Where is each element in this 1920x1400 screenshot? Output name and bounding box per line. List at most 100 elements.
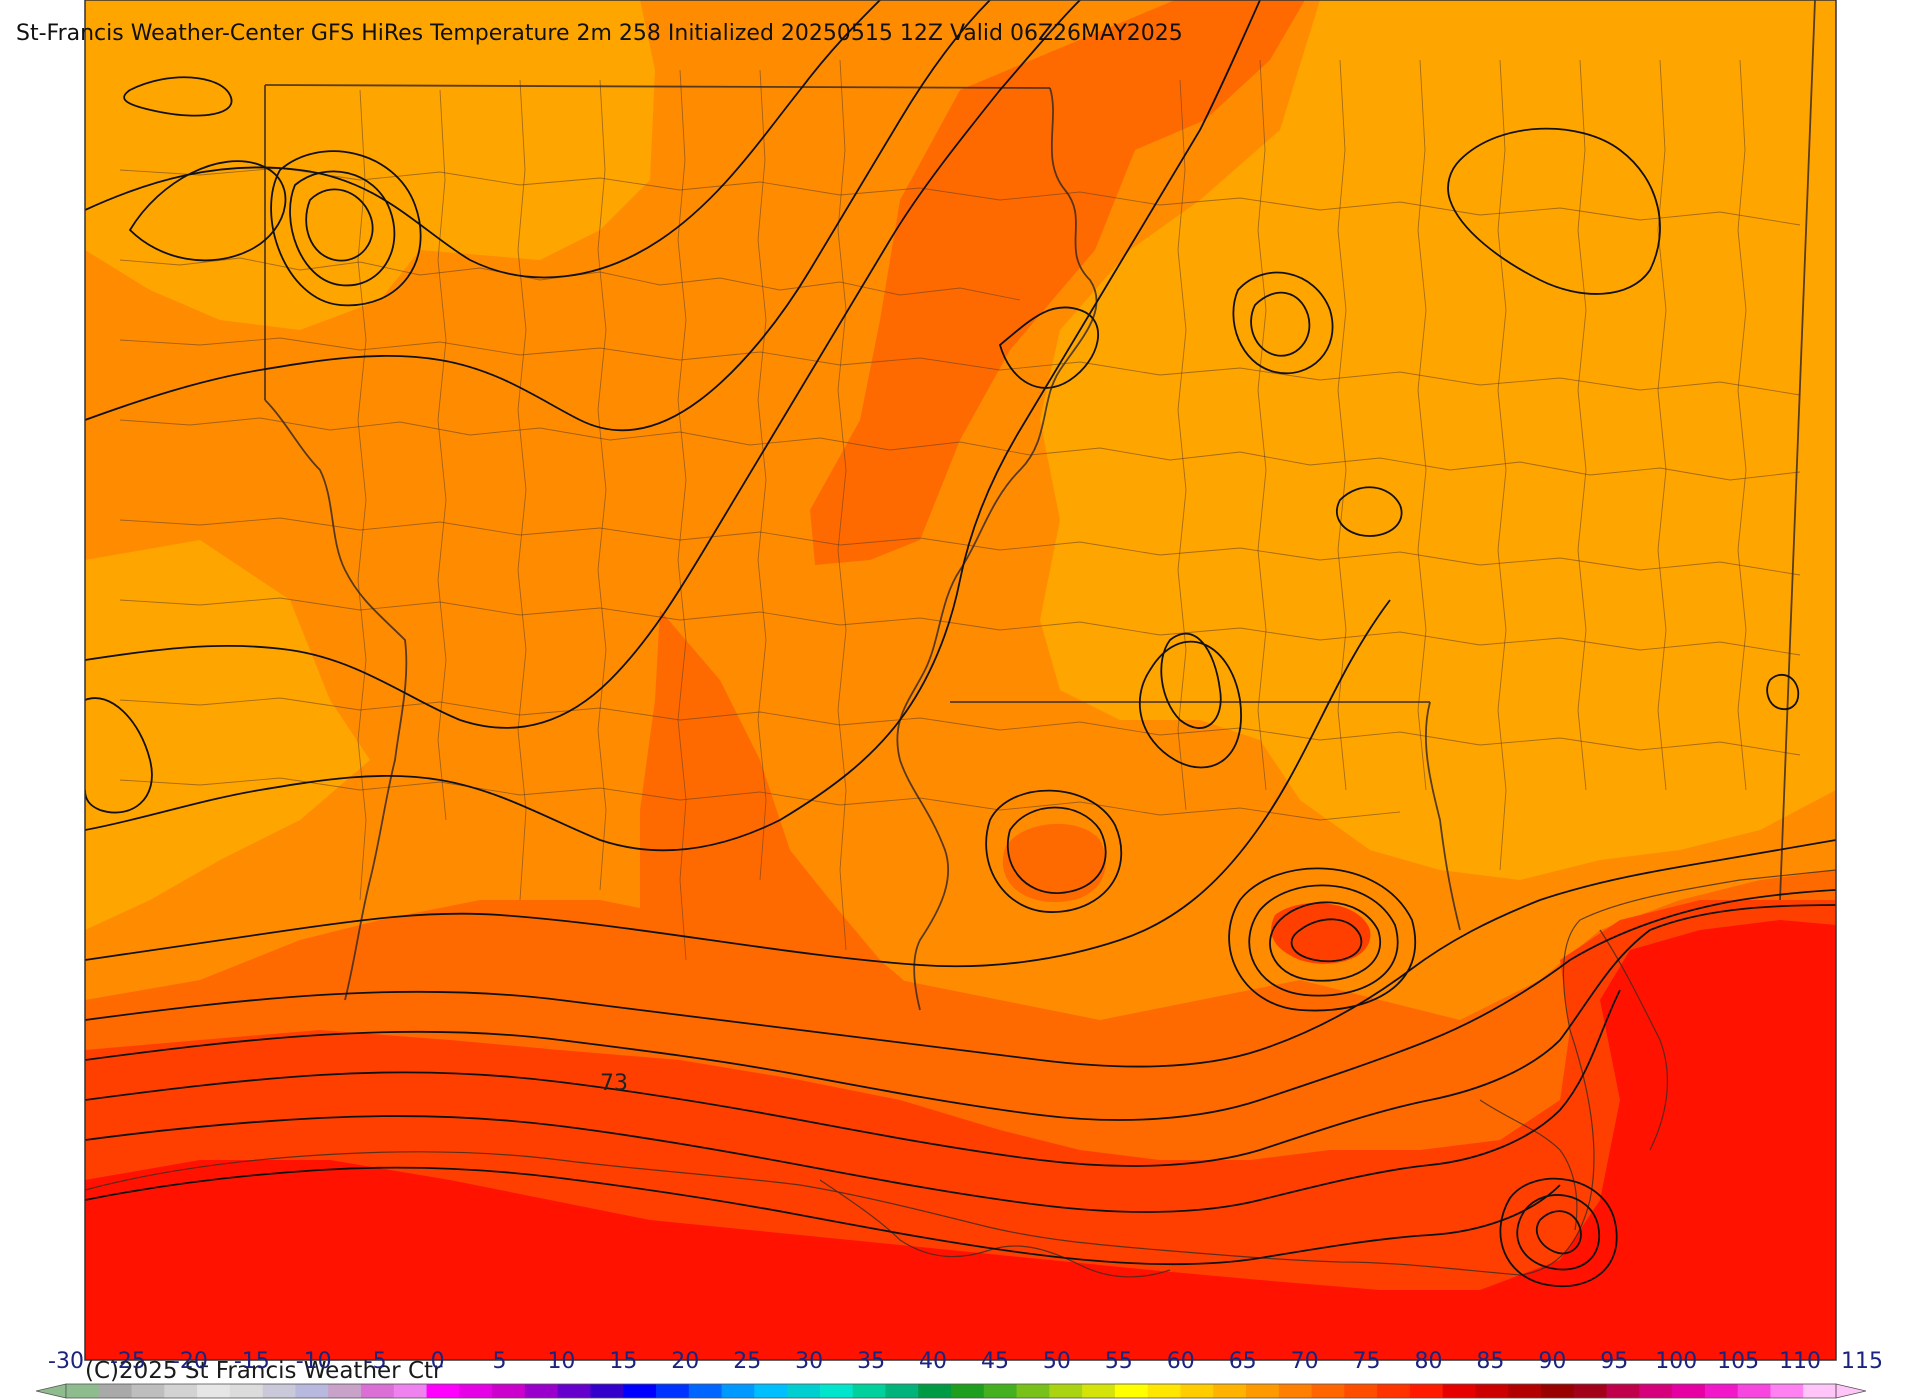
colorbar-tick-label: 115 (1841, 1349, 1883, 1374)
map-frame (84, 0, 1837, 1361)
colorbar-swatch (1180, 1384, 1214, 1398)
colorbar-tick-label: 50 (1043, 1349, 1071, 1374)
colorbar-swatch (295, 1384, 329, 1398)
colorbar-left-arrow (35, 1383, 67, 1399)
colorbar-swatch (131, 1384, 165, 1398)
colorbar-tick-label: -20 (172, 1349, 208, 1374)
colorbar-tick-label: 25 (733, 1349, 761, 1374)
map-panel: 73 (85, 0, 1836, 1360)
colorbar-swatch (852, 1384, 886, 1398)
colorbar-tick-label: 110 (1779, 1349, 1821, 1374)
temp-fill-75-80-w (85, 540, 370, 930)
colorbar-swatch (721, 1384, 755, 1398)
colorbar-swatch (262, 1384, 296, 1398)
map-title: St-Francis Weather-Center GFS HiRes Temp… (16, 21, 1183, 46)
colorbar-swatch (951, 1384, 985, 1398)
colorbar-swatch (524, 1384, 559, 1398)
colorbar-swatch (1770, 1384, 1804, 1398)
colorbar-swatch (98, 1384, 133, 1398)
colorbar-swatch (1114, 1384, 1149, 1398)
colorbar-swatch (1377, 1384, 1411, 1398)
colorbar-tick-label: 0 (431, 1349, 445, 1374)
colorbar-tick-label: 80 (1414, 1349, 1442, 1374)
colorbar-swatch (590, 1384, 624, 1398)
colorbar-swatch (197, 1384, 231, 1398)
colorbar-swatch (1147, 1384, 1181, 1398)
colorbar-swatch (66, 1384, 100, 1398)
colorbar-swatch (1704, 1384, 1739, 1398)
colorbar-swatch (459, 1384, 493, 1398)
colorbar-swatch (1344, 1384, 1378, 1398)
isotherm-contours (85, 0, 1836, 1288)
colorbar-tick-label: 60 (1167, 1349, 1195, 1374)
colorbar-swatch (754, 1384, 788, 1398)
colorbar-tick-label: 15 (609, 1349, 637, 1374)
temp-fill-90-95-blob (1271, 903, 1371, 964)
colorbar-swatch (229, 1384, 264, 1398)
temp-fill-85-90-blob (1002, 823, 1106, 903)
temp-fill-85-90-ne (810, 0, 1305, 565)
coastline (85, 869, 1836, 1278)
colorbar-swatch (426, 1384, 460, 1398)
colorbar-tick-label: -15 (234, 1349, 270, 1374)
colorbar-swatch (656, 1384, 690, 1398)
colorbar-tick-label: 40 (919, 1349, 947, 1374)
colorbar-swatch (1278, 1384, 1313, 1398)
colorbar-tick-label: 95 (1600, 1349, 1628, 1374)
colorbar-swatch (1803, 1384, 1837, 1398)
colorbar-swatch (1606, 1384, 1640, 1398)
colorbar-outline (65, 1383, 1837, 1399)
colorbar-swatch (1442, 1384, 1476, 1398)
colorbar-swatch (1541, 1384, 1575, 1398)
colorbar-tick-label: 65 (1229, 1349, 1257, 1374)
colorbar-swatch (983, 1384, 1018, 1398)
colorbar-tick-label: 55 (1105, 1349, 1133, 1374)
temp-fill-95-100-gulf (85, 920, 1836, 1360)
colorbar-swatch (918, 1384, 952, 1398)
colorbar-right-arrow (1835, 1383, 1867, 1399)
colorbar-swatch (1213, 1384, 1247, 1398)
colorbar-swatch (557, 1384, 591, 1398)
colorbar-tick-label: 90 (1538, 1349, 1566, 1374)
colorbar-swatch (787, 1384, 821, 1398)
colorbar-swatch (1737, 1384, 1771, 1398)
colorbar-swatch (1672, 1384, 1706, 1398)
colorbar-swatch (623, 1384, 657, 1398)
colorbar-swatch (328, 1384, 362, 1398)
colorbar-tick-label: 35 (857, 1349, 885, 1374)
colorbar-swatch (1049, 1384, 1083, 1398)
colorbar-tick-label: 10 (547, 1349, 575, 1374)
colorbar-tick-label: -10 (296, 1349, 332, 1374)
copyright: (C)2025 St Francis Weather Ctr (85, 1358, 443, 1384)
colorbar-tick-label: -5 (365, 1349, 387, 1374)
colorbar-swatch (1573, 1384, 1608, 1398)
colorbar-swatch (361, 1384, 395, 1398)
contour-label: 73 (600, 1071, 628, 1096)
colorbar-tick-label: 105 (1717, 1349, 1759, 1374)
colorbar-tick-label: 5 (493, 1349, 507, 1374)
colorbar-swatch (492, 1384, 526, 1398)
county-boundaries (119, 59, 1801, 961)
colorbar-swatch (688, 1384, 723, 1398)
colorbar-swatch (1409, 1384, 1444, 1398)
colorbar-tick-label: 30 (795, 1349, 823, 1374)
colorbar-swatch (1082, 1384, 1116, 1398)
colorbar-swatch (1508, 1384, 1542, 1398)
colorbar-swatch (1016, 1384, 1050, 1398)
colorbar-tick-label: -25 (110, 1349, 146, 1374)
colorbar-tick-label: 45 (981, 1349, 1009, 1374)
colorbar-swatch (164, 1384, 198, 1398)
colorbar-swatch (1311, 1384, 1345, 1398)
colorbar-tick-label: 70 (1291, 1349, 1319, 1374)
colorbar-tick-label: 20 (671, 1349, 699, 1374)
colorbar-ticks: -30 -25 -20 -15 -10 -5 0 5 10 15 20 25 30 35 40 45 50 55 6… (48, 1349, 1883, 1374)
colorbar-swatch (1639, 1384, 1673, 1398)
colorbar-tick-label: 100 (1655, 1349, 1697, 1374)
colorbar-swatch (885, 1384, 919, 1398)
colorbar-swatch (393, 1384, 428, 1398)
colorbar-swatch (1246, 1384, 1280, 1398)
colorbar-swatch (819, 1384, 854, 1398)
colorbar-tick-label: -30 (48, 1349, 84, 1374)
colorbar (35, 1383, 1867, 1399)
